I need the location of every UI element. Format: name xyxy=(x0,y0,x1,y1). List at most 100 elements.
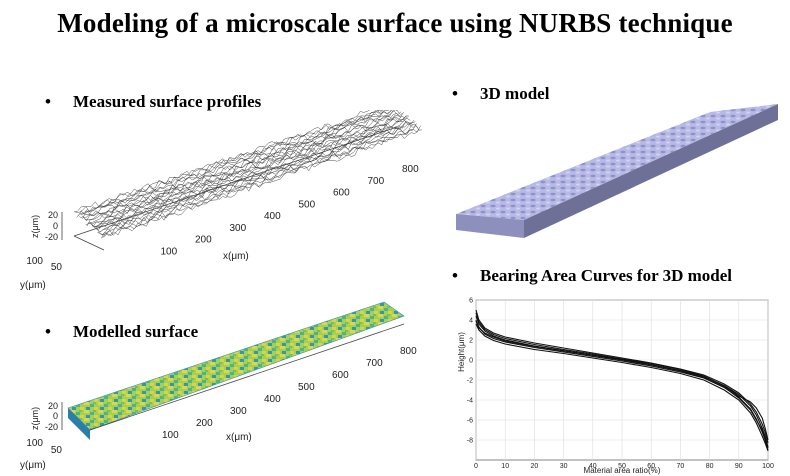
profile-line xyxy=(101,125,420,239)
bearing-curve xyxy=(475,312,769,441)
model-front-face xyxy=(456,214,524,238)
y-tick-label: 100 xyxy=(26,438,43,449)
y-tick-label: 2 xyxy=(469,338,473,345)
profile-line xyxy=(103,129,422,238)
x-tick-label: 700 xyxy=(368,176,385,187)
surface-edge xyxy=(68,408,90,440)
bearing-curve xyxy=(475,320,769,449)
bullet-dot: • xyxy=(452,84,458,103)
profile-line xyxy=(102,125,421,239)
bearing-area-chart: 0 10 20 30 40 50 60 70 80 90 100 -8 -6 -4 -2 0 2 4 6 Mate… xyxy=(458,298,774,476)
x-tick-label: 90 xyxy=(735,463,743,470)
x-tick-label: 40 xyxy=(589,463,597,470)
x-tick-label: 300 xyxy=(230,223,247,234)
z-tick-label: -20 xyxy=(45,232,58,242)
x-tick-label: 400 xyxy=(264,394,281,405)
profile-line xyxy=(97,121,416,233)
page-title: Modeling of a microscale surface using N… xyxy=(57,8,733,38)
model-top-face xyxy=(456,104,778,220)
x-tick-label: 30 xyxy=(560,463,568,470)
profile-line xyxy=(75,110,387,213)
x-tick-labels: 100 200 300 400 500 600 700 800 xyxy=(162,346,417,441)
x-axis-label: x(μm) xyxy=(226,432,252,443)
bullet-bearing-area-curves: • Bearing Area Curves for 3D model xyxy=(452,266,732,286)
y-tick-labels: -8 -6 -4 -2 0 2 4 6 xyxy=(467,298,473,445)
x-tick-label: 600 xyxy=(333,188,350,199)
z-tick-label: 0 xyxy=(53,411,58,421)
z-axis-label: z(μm) xyxy=(30,215,40,238)
x-tick-label: 60 xyxy=(647,463,655,470)
model-side-face xyxy=(524,104,778,238)
3d-model-render xyxy=(456,104,778,238)
x-tick-label: 0 xyxy=(474,463,478,470)
y-tick-label: 100 xyxy=(26,256,43,267)
y-tick-label: 50 xyxy=(51,445,63,456)
y-axis-label: Height(μm) xyxy=(458,332,466,372)
x-tick-label: 500 xyxy=(299,199,316,210)
bullet-label: 3D model xyxy=(480,84,550,103)
y-tick-label: -4 xyxy=(467,398,473,405)
bearing-curve xyxy=(475,323,769,452)
x-axis-label: x(μm) xyxy=(223,251,249,262)
x-tick-label: 700 xyxy=(366,358,383,369)
y-tick-label: 6 xyxy=(469,298,473,305)
profile-line xyxy=(76,110,390,218)
x-axis-label: Material area ratio(%) xyxy=(584,466,661,475)
x-tick-label: 100 xyxy=(762,463,774,470)
y-tick-label: 4 xyxy=(469,318,473,325)
profile-line xyxy=(82,110,402,222)
x-tick-label: 10 xyxy=(501,463,509,470)
bullet-label: Bearing Area Curves for 3D model xyxy=(480,266,732,285)
bullet-modelled-surface: • Modelled surface xyxy=(45,322,198,342)
x-tick-label: 20 xyxy=(531,463,539,470)
x-tick-label: 80 xyxy=(706,463,714,470)
y-tick-label: -2 xyxy=(467,378,473,385)
profile-lines xyxy=(73,110,422,239)
z-tick-label: 20 xyxy=(48,210,58,220)
x-tick-label: 300 xyxy=(230,406,247,417)
axis-lines xyxy=(61,323,405,431)
bullet-label: Modelled surface xyxy=(73,322,199,341)
y-tick-label: -8 xyxy=(467,438,473,445)
y-tick-label: 0 xyxy=(469,358,473,365)
y-axis-label: y(μm) xyxy=(20,460,46,471)
series-lines xyxy=(475,309,769,452)
profile-line xyxy=(92,117,411,227)
profile-line xyxy=(81,110,400,219)
y-tick-label: 50 xyxy=(51,262,63,273)
x-tick-label: 800 xyxy=(400,346,417,357)
y-tick-label: -6 xyxy=(467,418,473,425)
x-tick-label: 70 xyxy=(677,463,685,470)
profile-line xyxy=(90,115,410,228)
bullet-dot: • xyxy=(452,266,458,285)
x-tick-label: 600 xyxy=(332,370,349,381)
modelled-surface-plot: 100 200 300 400 500 600 700 800 x(μm) 100 50 y(… xyxy=(20,301,417,471)
bullet-3d-model: • 3D model xyxy=(452,84,549,104)
surface-patch xyxy=(67,301,405,431)
x-tick-label: 500 xyxy=(298,382,315,393)
bullet-dot: • xyxy=(45,92,51,111)
x-tick-label: 200 xyxy=(195,235,212,246)
bullet-measured-surface-profiles: • Measured surface profiles xyxy=(45,92,261,112)
z-tick-label: 0 xyxy=(53,221,58,231)
profile-line xyxy=(89,115,408,227)
profile-line xyxy=(99,123,419,236)
x-tick-label: 400 xyxy=(264,211,281,222)
x-tick-labels: 0 10 20 30 40 50 60 70 80 90 100 xyxy=(474,463,774,470)
x-tick-label: 50 xyxy=(618,463,626,470)
y-axis-label: y(μm) xyxy=(20,280,46,291)
profile-line xyxy=(79,110,398,219)
measured-profiles-plot: 100 200 300 400 500 600 700 800 x(μm) 100 50 y(… xyxy=(20,110,422,291)
z-tick-label: 20 xyxy=(48,401,58,411)
profile-line xyxy=(85,111,404,226)
x-tick-label: 800 xyxy=(402,164,419,175)
axis-lines xyxy=(61,126,398,251)
x-tick-label: 100 xyxy=(161,246,178,257)
bullet-label: Measured surface profiles xyxy=(73,92,262,111)
profile-line xyxy=(77,110,384,217)
profile-line xyxy=(93,119,412,228)
bullet-dot: • xyxy=(45,322,51,341)
x-tick-labels: 100 200 300 400 500 600 700 800 xyxy=(161,164,420,257)
x-tick-label: 100 xyxy=(162,430,179,441)
z-axis-label: z(μm) xyxy=(30,407,40,430)
